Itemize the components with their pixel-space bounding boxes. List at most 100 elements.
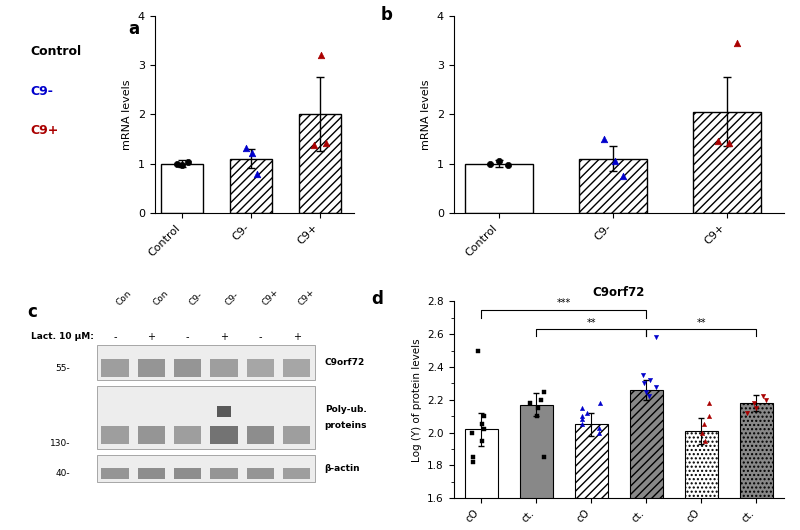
Point xyxy=(538,453,550,462)
Point xyxy=(577,409,590,417)
Point xyxy=(646,387,659,396)
Point xyxy=(534,387,546,396)
Text: C9+: C9+ xyxy=(260,287,281,307)
Point xyxy=(470,437,483,445)
Bar xyxy=(97,344,314,380)
Point xyxy=(308,140,321,149)
Point xyxy=(686,399,699,407)
Bar xyxy=(102,359,129,377)
Text: +: + xyxy=(220,332,228,342)
Point xyxy=(522,399,535,407)
Point xyxy=(649,371,662,379)
Bar xyxy=(283,468,310,479)
Point xyxy=(723,139,736,147)
Bar xyxy=(283,426,310,444)
Point xyxy=(731,39,744,47)
Bar xyxy=(97,386,314,449)
Point xyxy=(586,404,599,412)
Bar xyxy=(174,359,201,377)
Bar xyxy=(138,359,165,377)
Text: C9-: C9- xyxy=(30,85,53,98)
Bar xyxy=(465,164,534,213)
Point xyxy=(587,420,600,429)
Bar xyxy=(210,468,238,479)
Point xyxy=(598,135,610,143)
Bar xyxy=(520,405,553,530)
Point xyxy=(578,399,591,407)
Point xyxy=(251,170,264,179)
Bar xyxy=(740,403,773,530)
Point xyxy=(584,423,597,432)
Bar xyxy=(246,468,274,479)
Bar xyxy=(97,455,314,482)
Text: -: - xyxy=(186,332,190,342)
Text: c: c xyxy=(27,303,37,321)
Text: C9-: C9- xyxy=(224,290,241,307)
Bar xyxy=(217,405,230,418)
Bar xyxy=(174,426,201,444)
Text: **: ** xyxy=(697,317,706,328)
Bar xyxy=(630,390,663,530)
Bar xyxy=(246,359,274,377)
Text: **: ** xyxy=(586,317,596,328)
Text: Lact. 10 μM:: Lact. 10 μM: xyxy=(30,332,94,341)
Text: ***: *** xyxy=(557,298,571,308)
Point xyxy=(170,160,183,168)
Point xyxy=(502,161,514,169)
Bar xyxy=(299,114,341,213)
Point xyxy=(639,333,652,342)
Point xyxy=(315,51,328,59)
Text: d: d xyxy=(371,289,383,307)
Y-axis label: mRNA levels: mRNA levels xyxy=(122,79,132,149)
Text: 130-: 130- xyxy=(50,439,70,447)
Bar xyxy=(574,425,608,530)
Point xyxy=(642,376,655,384)
Point xyxy=(527,412,540,420)
Point xyxy=(246,148,259,157)
Text: C9+: C9+ xyxy=(297,287,317,307)
Point xyxy=(182,158,194,166)
Text: C9+: C9+ xyxy=(30,124,58,137)
Text: proteins: proteins xyxy=(325,421,367,430)
Text: b: b xyxy=(381,6,393,24)
Bar xyxy=(162,164,203,213)
Point xyxy=(748,404,761,412)
Point xyxy=(484,160,497,168)
Point xyxy=(526,404,538,412)
Text: Poly-ub.: Poly-ub. xyxy=(325,405,366,414)
Bar xyxy=(138,426,165,444)
Point xyxy=(473,412,486,420)
Text: -: - xyxy=(258,332,262,342)
Point xyxy=(759,409,772,417)
Point xyxy=(593,415,606,423)
Bar xyxy=(685,431,718,530)
Text: +: + xyxy=(293,332,301,342)
Text: Control: Control xyxy=(30,46,82,58)
Point xyxy=(699,428,712,437)
Text: C9-: C9- xyxy=(187,290,205,307)
Text: a: a xyxy=(128,20,139,38)
Point xyxy=(697,412,710,420)
Bar xyxy=(102,426,129,444)
Point xyxy=(467,425,480,434)
Bar xyxy=(230,158,272,213)
Point xyxy=(750,392,763,401)
Bar xyxy=(174,468,201,479)
Point xyxy=(482,420,494,429)
Bar xyxy=(465,429,498,530)
Bar xyxy=(579,158,647,213)
Bar xyxy=(246,426,274,444)
Point xyxy=(750,399,762,407)
Bar xyxy=(210,426,238,444)
Point xyxy=(711,137,724,146)
Text: 40-: 40- xyxy=(56,469,70,478)
Text: 55-: 55- xyxy=(55,364,70,373)
Point xyxy=(493,157,506,165)
Bar xyxy=(283,359,310,377)
Point xyxy=(609,157,622,165)
Bar xyxy=(138,468,165,479)
Point xyxy=(644,392,657,401)
Bar xyxy=(210,359,238,377)
Point xyxy=(758,395,770,404)
Bar xyxy=(693,112,762,213)
